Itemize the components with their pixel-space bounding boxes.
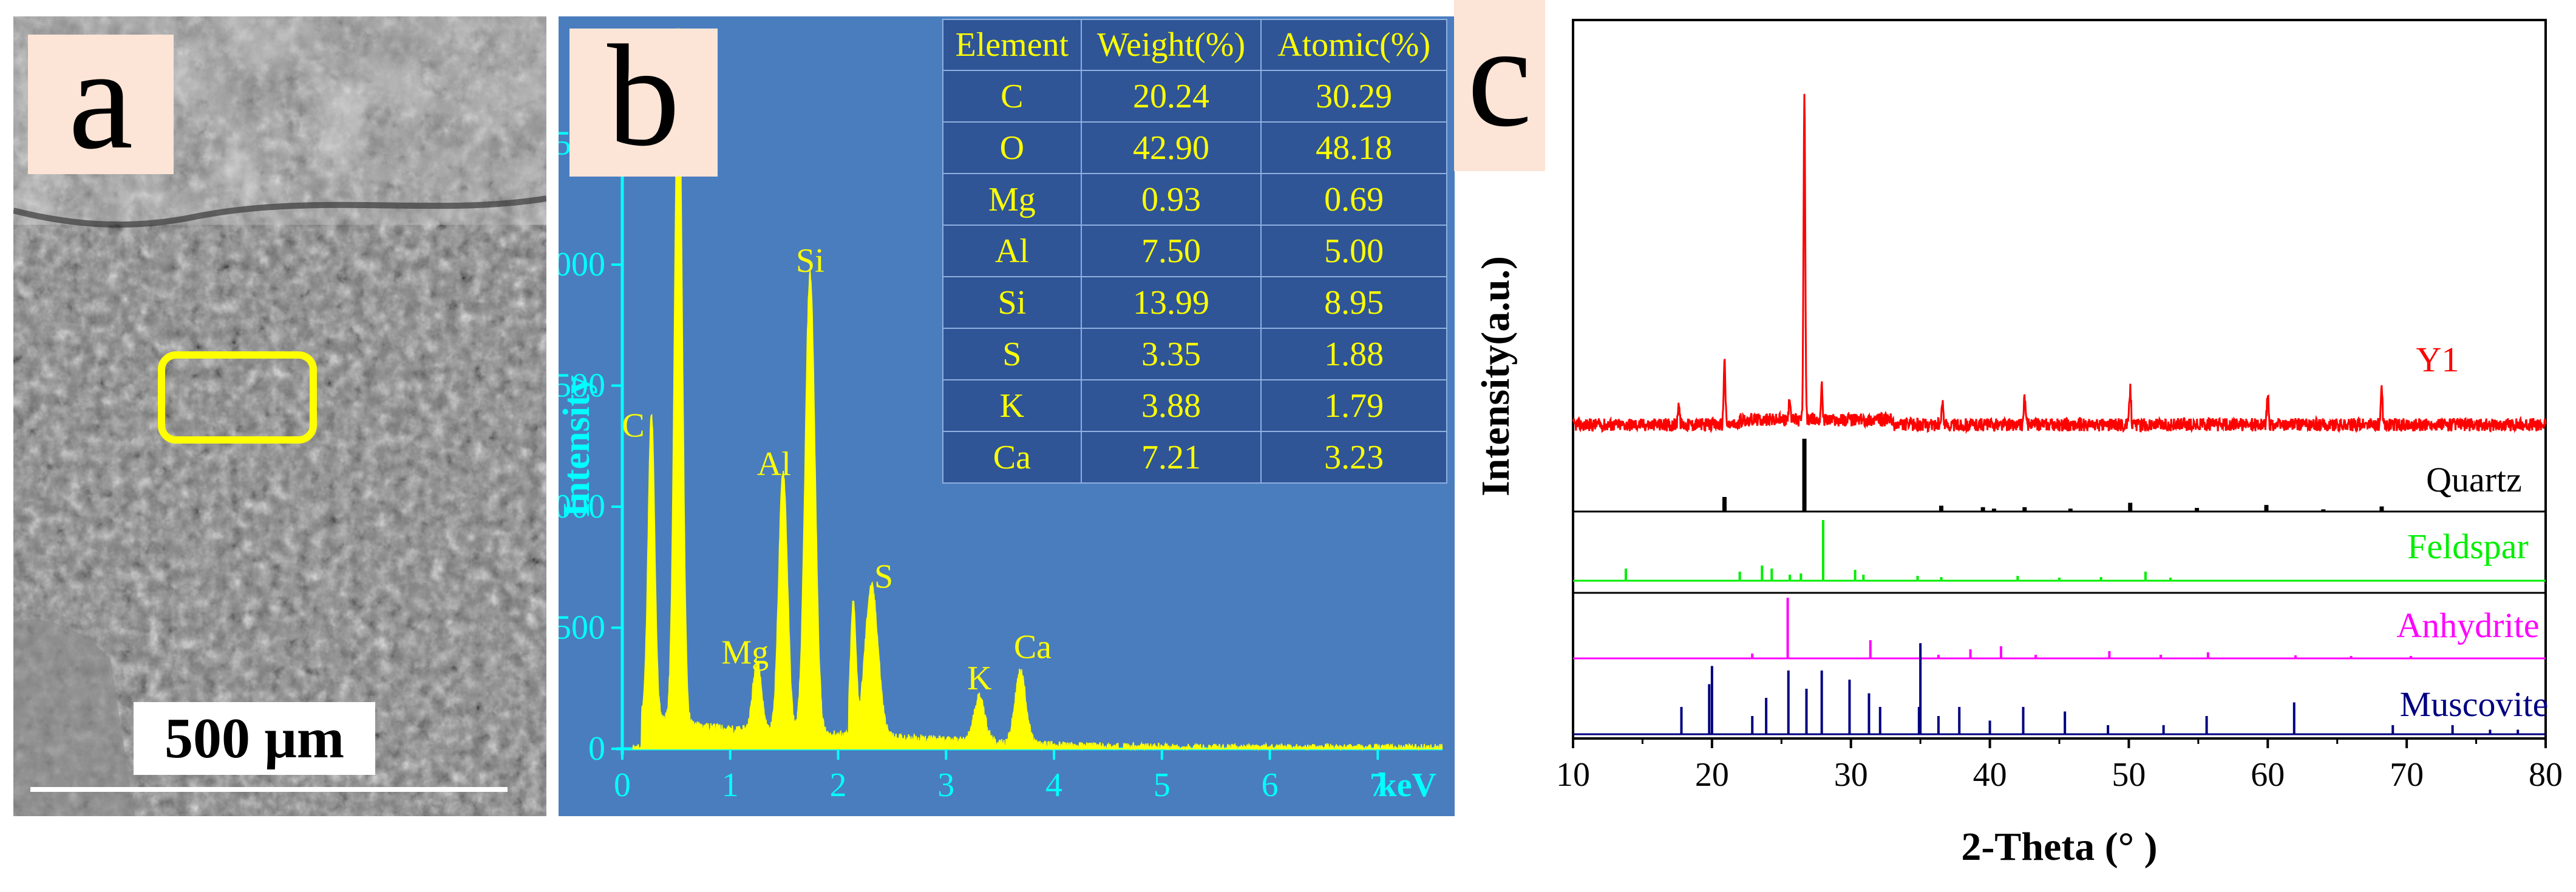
xrd-frame: 10 20 30 40 50 60 70 80 2-Theta (° ) Intensity(a.…: [1473, 19, 2563, 869]
eds-peak-label: K: [967, 660, 991, 697]
xrd-series-anhydrite: [1573, 598, 2546, 660]
xrd-series-label: Anhydrite: [2396, 606, 2539, 645]
table-cell: 0.69: [1260, 173, 1447, 226]
table-cell: S: [942, 328, 1082, 380]
eds-peak-label: Mg: [721, 634, 769, 671]
xrd-x-tick-label: 60: [2251, 756, 2285, 794]
xrd-series-feldspar: [1573, 520, 2546, 582]
eds-peak-label: Al: [757, 445, 791, 483]
table-cell: 30.29: [1260, 70, 1447, 123]
table-cell: 13.99: [1080, 276, 1262, 329]
table-row: Al 7.50 5.00: [942, 225, 1447, 277]
eds-x-tick-label: 5: [1154, 766, 1171, 804]
table-cell: 3.88: [1080, 379, 1262, 432]
table-cell: Si: [942, 276, 1082, 329]
xrd-series-quartz: [1573, 439, 2546, 513]
eds-x-tick-label: 7: [1369, 766, 1386, 804]
xrd-x-tick-label: 40: [1973, 756, 2007, 794]
eds-y-tick-label: 2000: [559, 246, 605, 283]
eds-spectrum-series: [632, 41, 1443, 751]
highlight-box: [158, 351, 317, 444]
table-cell: 8.95: [1260, 276, 1447, 329]
sem-image-panel: a 500 μm: [13, 16, 546, 816]
table-row: Mg 0.93 0.69: [942, 173, 1447, 226]
table-cell: Mg: [942, 173, 1082, 226]
eds-peak-label: S: [874, 558, 893, 596]
table-cell: 7.21: [1080, 431, 1262, 484]
eds-x-tick-label: 6: [1262, 766, 1279, 804]
table-cell: 5.00: [1260, 225, 1447, 277]
xrd-x-axis-title: 2-Theta (° ): [1961, 825, 2157, 869]
xrd-x-tick-label: 80: [2529, 756, 2563, 794]
xrd-series-label: Muscovite: [2400, 684, 2549, 724]
table-header-cell: Element: [942, 19, 1082, 71]
table-cell: 3.35: [1080, 328, 1262, 380]
panel-label-c: c: [1454, 0, 1545, 171]
table-row: C 20.24 30.29: [942, 70, 1447, 123]
xrd-series-group: [1572, 93, 2547, 735]
scale-bar: [30, 787, 508, 792]
xrd-x-tick-label: 50: [2112, 756, 2146, 794]
table-row: K 3.88 1.79: [942, 379, 1447, 432]
eds-y-tick-label: 0: [588, 730, 605, 768]
scale-bar-label: 500 μm: [134, 702, 375, 775]
panel-label-a: a: [28, 25, 174, 174]
xrd-panel: 10 20 30 40 50 60 70 80 2-Theta (° ) Intensity(a.…: [1454, 0, 2576, 889]
table-cell: 42.90: [1080, 121, 1262, 174]
xrd-series-y1: [1572, 93, 2547, 434]
xrd-series-label: Quartz: [2426, 460, 2522, 499]
table-cell: K: [942, 379, 1082, 432]
xrd-x-tick-label: 20: [1695, 756, 1729, 794]
xrd-series-label: Feldspar: [2407, 527, 2529, 566]
eds-x-tick-label: 1: [722, 766, 739, 804]
table-cell: C: [942, 70, 1082, 123]
xrd-series-label: Y1: [2416, 340, 2459, 379]
table-row: Si 13.99 8.95: [942, 276, 1447, 329]
table-cell: 1.79: [1260, 379, 1447, 432]
eds-peak-label: C: [622, 407, 644, 444]
table-cell: 1.88: [1260, 328, 1447, 380]
table-row: Ca 7.21 3.23: [942, 431, 1447, 484]
xrd-series-muscovite: [1573, 643, 2546, 735]
table-cell: 0.93: [1080, 173, 1262, 226]
element-composition-table: Element Weight(%) Atomic(%) C 20.24 30.29 …: [942, 19, 1447, 484]
eds-y-axis-title: Intensity: [559, 375, 597, 517]
xrd-x-tick-label: 30: [1834, 756, 1868, 794]
table-cell: O: [942, 121, 1082, 174]
table-cell: Al: [942, 225, 1082, 277]
table-header-row: Element Weight(%) Atomic(%): [942, 19, 1447, 71]
xrd-y-axis-title: Intensity(a.u.): [1473, 256, 1518, 496]
table-header-cell: Weight(%): [1080, 19, 1262, 71]
table-cell: Ca: [942, 431, 1082, 484]
table-cell: 3.23: [1260, 431, 1447, 484]
table-cell: 48.18: [1260, 121, 1447, 174]
panel-label-b: b: [569, 22, 718, 177]
xrd-chart: 10 20 30 40 50 60 70 80 2-Theta (° ) Intensity(a.…: [1473, 19, 2563, 869]
eds-x-axis-title: keV: [1378, 766, 1436, 804]
eds-x-tick-label: 3: [937, 766, 954, 804]
xrd-x-tick-label: 10: [1556, 756, 1590, 794]
eds-panel: 0500100015002000250001234567keVIntensity…: [537, 16, 1455, 816]
table-row: S 3.35 1.88: [942, 328, 1447, 380]
xrd-pattern-line: [1572, 93, 2547, 434]
eds-peak-label: Si: [796, 242, 824, 280]
eds-x-tick-label: 2: [830, 766, 847, 804]
eds-x-tick-label: 0: [614, 766, 631, 804]
table-row: O 42.90 48.18: [942, 121, 1447, 174]
table-cell: 7.50: [1080, 225, 1262, 277]
sem-micrograph: [13, 16, 546, 816]
eds-x-tick-label: 4: [1045, 766, 1062, 804]
xrd-labels: Y1 Quartz Feldspar Anhydrite Muscovite: [2396, 340, 2548, 724]
table-cell: 20.24: [1080, 70, 1262, 123]
eds-y-tick-label: 500: [559, 609, 605, 647]
eds-peak-label: Ca: [1014, 628, 1052, 666]
xrd-x-tick-label: 70: [2390, 756, 2424, 794]
table-header-cell: Atomic(%): [1260, 19, 1447, 71]
